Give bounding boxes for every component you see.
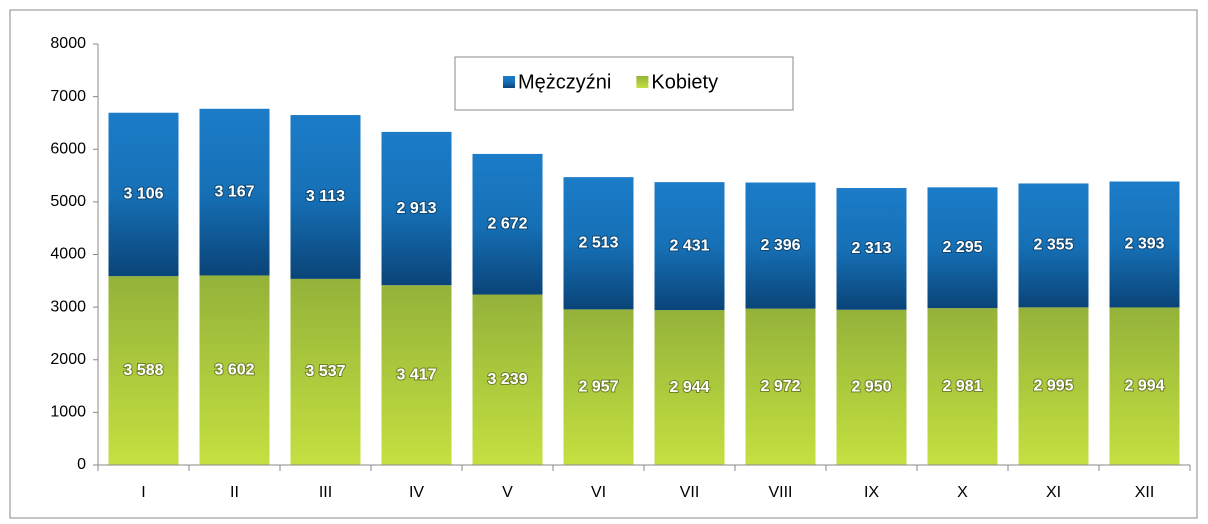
bar-segment xyxy=(654,310,725,465)
y-tick-label: 4000 xyxy=(50,246,86,263)
value-label: 2 944 xyxy=(669,379,709,396)
x-tick-label: II xyxy=(230,484,239,501)
bar-segment xyxy=(927,308,998,465)
x-tick-label: XII xyxy=(1135,484,1155,501)
x-tick-label: VIII xyxy=(768,484,792,501)
value-label: 2 972 xyxy=(760,378,800,395)
bar-segment xyxy=(108,276,179,465)
bar-segment xyxy=(745,308,816,465)
bar-segment xyxy=(927,187,998,309)
bar-segment xyxy=(472,153,543,295)
value-label: 2 995 xyxy=(1033,377,1073,394)
bar-segment xyxy=(1018,183,1089,308)
value-label: 3 106 xyxy=(123,186,163,203)
x-tick-label: VII xyxy=(680,484,700,501)
bar-segment xyxy=(836,309,907,465)
bar-segment xyxy=(472,294,543,465)
x-tick-label: I xyxy=(141,484,145,501)
value-label: 3 239 xyxy=(487,371,527,388)
y-tick-label: 6000 xyxy=(50,140,86,157)
value-label: 3 113 xyxy=(306,188,345,205)
value-label: 2 672 xyxy=(487,215,527,232)
value-label: 2 513 xyxy=(578,234,618,251)
y-tick-label: 8000 xyxy=(50,35,86,52)
legend-swatch xyxy=(636,76,649,88)
bar-segment xyxy=(108,112,179,277)
y-tick-label: 0 xyxy=(77,456,86,473)
bar-segment xyxy=(1109,181,1180,308)
x-tick-label: IV xyxy=(409,484,424,501)
value-label: 3 167 xyxy=(214,183,254,200)
x-tick-label: V xyxy=(502,484,513,501)
value-label: 2 981 xyxy=(942,378,982,395)
bar-segment xyxy=(290,278,361,465)
value-label: 3 417 xyxy=(396,366,436,383)
legend-label: Kobiety xyxy=(651,71,718,93)
bar-segment xyxy=(654,182,725,311)
bar-segment xyxy=(381,131,452,286)
bar-segment xyxy=(836,188,907,310)
y-tick-label: 5000 xyxy=(50,193,86,210)
bar-segment xyxy=(563,177,634,310)
x-tick-label: X xyxy=(957,484,968,501)
value-label: 2 393 xyxy=(1124,236,1164,253)
value-label: 2 994 xyxy=(1124,377,1164,394)
bar-segment xyxy=(381,285,452,465)
x-tick-label: IX xyxy=(864,484,879,501)
x-tick-label: III xyxy=(319,484,332,501)
y-tick-label: 2000 xyxy=(50,351,86,368)
y-tick-label: 3000 xyxy=(50,298,86,315)
value-label: 2 295 xyxy=(942,239,982,256)
value-label: 3 602 xyxy=(214,361,254,378)
x-tick-label: XI xyxy=(1046,484,1061,501)
value-label: 2 913 xyxy=(396,200,436,217)
value-label: 3 537 xyxy=(305,363,345,380)
bar-segment xyxy=(199,275,270,465)
value-label: 2 957 xyxy=(578,378,618,395)
bar-segment xyxy=(563,309,634,465)
value-label: 2 313 xyxy=(851,240,891,257)
bar-segment xyxy=(1109,307,1180,465)
bar-segment xyxy=(1018,307,1089,465)
bar-segment xyxy=(199,108,270,276)
value-label: 3 588 xyxy=(123,362,163,379)
value-label: 2 396 xyxy=(760,237,800,254)
bar-segment xyxy=(290,115,361,279)
legend-swatch xyxy=(503,76,515,88)
y-tick-label: 7000 xyxy=(50,88,86,105)
value-label: 2 431 xyxy=(669,237,709,254)
legend-label: Mężczyźni xyxy=(518,71,611,93)
bar-segment xyxy=(745,182,816,309)
x-tick-label: VI xyxy=(591,484,606,501)
value-label: 2 950 xyxy=(851,379,891,396)
y-tick-label: 1000 xyxy=(50,404,86,421)
value-label: 2 355 xyxy=(1033,237,1073,254)
